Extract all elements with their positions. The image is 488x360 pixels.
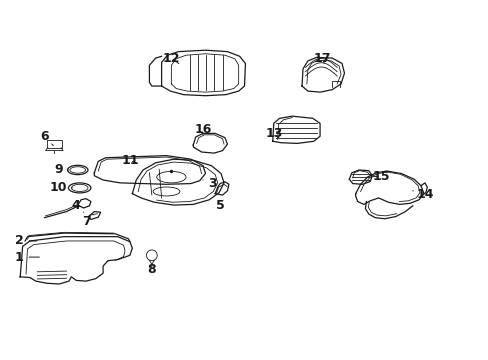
Text: 9: 9 [54,163,68,176]
Text: 10: 10 [49,181,73,194]
Text: 12: 12 [163,51,180,64]
Text: 1: 1 [15,251,40,264]
Text: 6: 6 [40,130,53,145]
Text: 2: 2 [15,234,37,247]
Text: 17: 17 [313,51,330,64]
Text: 3: 3 [203,177,217,190]
Text: 5: 5 [215,199,224,212]
Text: 15: 15 [371,170,389,183]
Text: 4: 4 [72,199,83,212]
Text: 13: 13 [264,127,282,140]
Text: 16: 16 [194,123,211,136]
Text: 11: 11 [121,154,139,167]
Text: 14: 14 [412,188,433,201]
Text: 7: 7 [81,215,93,228]
Text: 8: 8 [147,263,156,276]
